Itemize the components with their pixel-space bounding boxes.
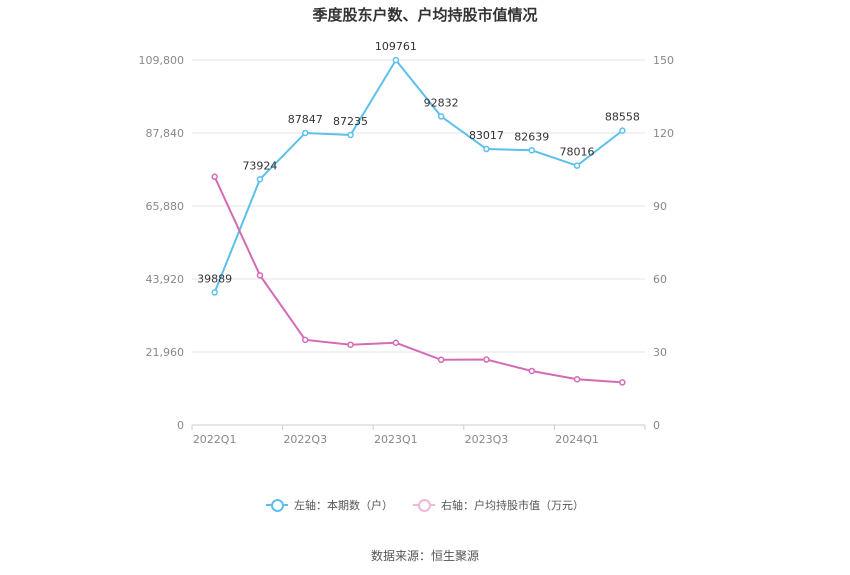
y-right-tick-label: 30: [653, 346, 667, 359]
x-tick-label: 2023Q3: [465, 433, 509, 446]
data-label: 87847: [288, 113, 323, 126]
data-point: [302, 336, 309, 344]
legend-swatch-holders: [266, 499, 288, 512]
data-point: [437, 113, 445, 120]
data-label: 87235: [333, 115, 368, 128]
x-tick-label: 2024Q1: [555, 433, 599, 446]
legend-item-holders[interactable]: 左轴：本期数（户）: [266, 497, 393, 513]
y-left-tick-label: 65,880: [146, 200, 185, 213]
series-line-0: [213, 58, 623, 293]
data-point: [392, 339, 400, 347]
y-right-tick-label: 0: [653, 419, 660, 432]
x-tick-label: 2022Q3: [283, 433, 327, 446]
legend-item-market-value[interactable]: 右轴：户均持股市值（万元）: [413, 497, 584, 513]
data-label: 82639: [514, 130, 549, 143]
data-point: [347, 341, 354, 348]
data-point: [347, 131, 354, 139]
data-point: [392, 56, 400, 64]
source-note: 数据来源：恒生聚源: [370, 549, 479, 563]
data-point: [528, 147, 535, 154]
y-right-tick-label: 150: [653, 54, 674, 67]
data-point: [211, 173, 218, 181]
data-point: [211, 289, 218, 296]
data-point: [256, 176, 264, 183]
data-point: [573, 376, 581, 383]
legend-label-holders: 左轴：本期数（户）: [294, 499, 393, 512]
data-label: 83017: [469, 129, 504, 142]
y-left-tick-label: 87,840: [146, 127, 185, 140]
data-point: [483, 145, 490, 153]
y-right-tick-label: 120: [653, 127, 674, 140]
x-tick-label: 2022Q1: [193, 433, 237, 446]
data-point: [573, 162, 581, 169]
legend-swatch-market-value: [413, 499, 435, 512]
legend-label-market-value: 右轴：户均持股市值（万元）: [441, 499, 584, 512]
data-label: 39889: [197, 272, 232, 285]
data-label: 92832: [424, 96, 459, 109]
y-left-tick-label: 109,800: [139, 54, 185, 67]
data-label: 78016: [560, 146, 595, 159]
data-point: [256, 272, 264, 279]
y-left-tick-label: 0: [177, 419, 184, 432]
data-point: [437, 356, 445, 364]
data-point: [619, 379, 626, 386]
x-tick-label: 2023Q1: [374, 433, 418, 446]
data-label: 88558: [605, 111, 640, 124]
chart-title: 季度股东户数、户均持股市值情况: [312, 6, 538, 24]
data-label: 73924: [242, 159, 277, 172]
y-left-tick-label: 21,960: [146, 346, 185, 359]
data-point: [302, 129, 309, 137]
legend: 左轴：本期数（户） 右轴：户均持股市值（万元）: [0, 497, 850, 513]
y-right-tick-label: 60: [653, 273, 667, 286]
y-left-tick-label: 43,920: [146, 273, 185, 286]
data-point: [619, 127, 626, 134]
data-point: [483, 356, 490, 363]
series-line-1: [213, 176, 623, 384]
data-label: 109761: [375, 40, 417, 53]
y-right-tick-label: 90: [653, 200, 667, 213]
data-point: [528, 367, 535, 375]
